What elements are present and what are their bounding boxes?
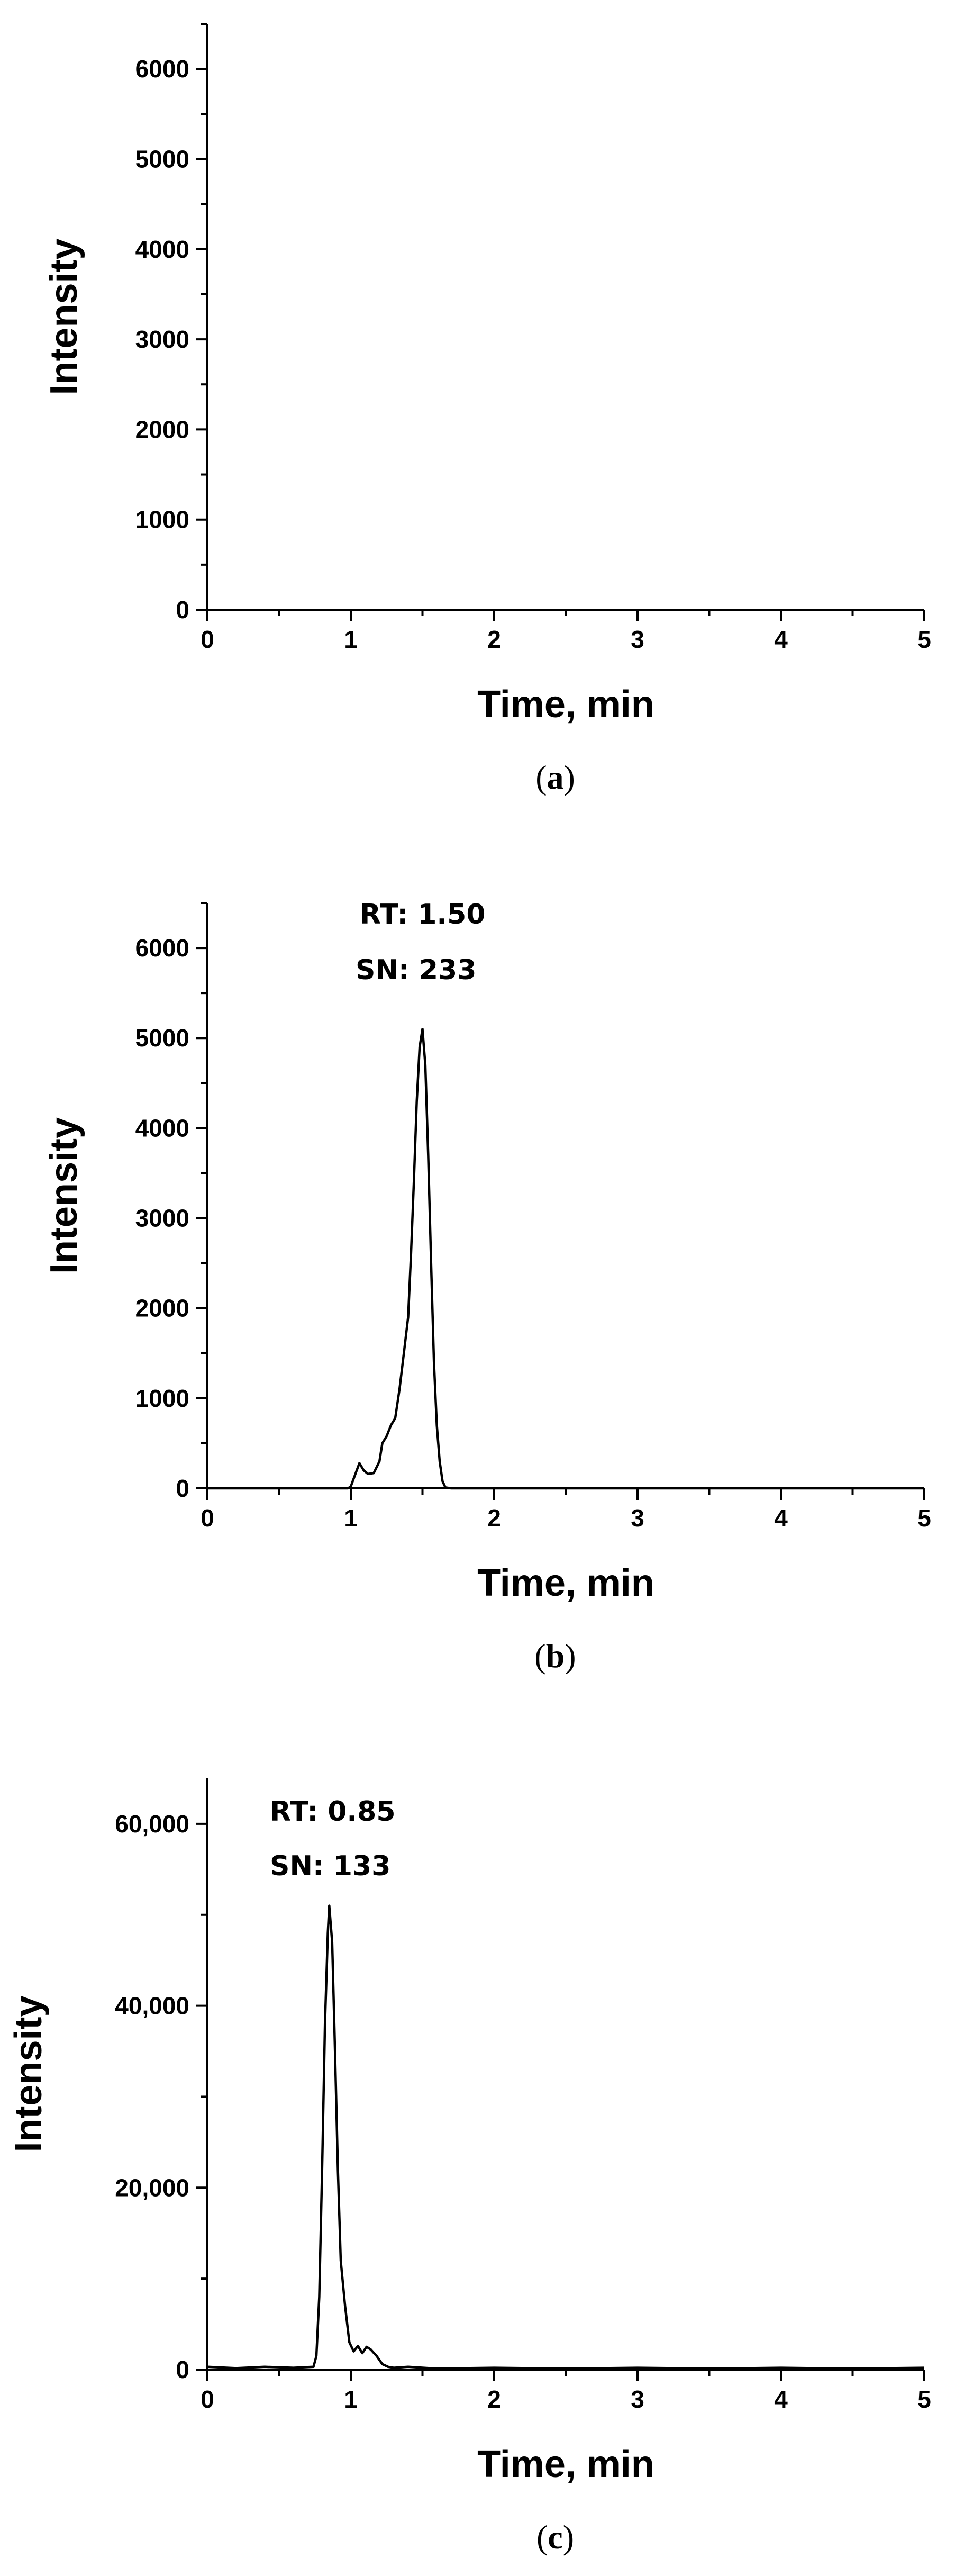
x-tick-label: 3 <box>631 626 644 653</box>
y-axis-title: Intensity <box>43 1117 85 1274</box>
peak-annotation: RT: 1.50 <box>360 899 486 930</box>
y-tick-label: 3000 <box>135 1205 189 1232</box>
peak-annotation: SN: 233 <box>356 954 476 986</box>
y-tick-label: 2000 <box>135 1295 189 1322</box>
x-tick-label: 4 <box>774 1504 788 1532</box>
x-tick-label: 0 <box>201 626 214 653</box>
y-tick-label: 6000 <box>135 55 189 83</box>
chart-panel-a: 0 1 2 3 4 5 0 1000 2000 3000 4000 5000 6000 Time, min… <box>43 23 931 796</box>
x-tick-label: 5 <box>917 2385 931 2413</box>
y-tick-label: 60,000 <box>115 1810 189 1838</box>
y-axis-title: Intensity <box>43 238 85 395</box>
x-tick-label: 4 <box>774 626 788 653</box>
x-tick-label: 1 <box>344 626 358 653</box>
x-tick-label: 0 <box>201 1504 214 1532</box>
x-tick-label: 2 <box>487 2385 501 2413</box>
x-tick-label: 5 <box>917 1504 931 1532</box>
y-tick-label: 4000 <box>135 236 189 263</box>
panel-caption: (c) <box>536 2518 574 2556</box>
x-axis-title: Time, min <box>477 2443 654 2485</box>
series-line <box>207 1904 925 2370</box>
x-tick-label: 5 <box>917 626 931 653</box>
x-tick-label: 1 <box>344 2385 358 2413</box>
x-tick-label: 3 <box>631 2385 644 2413</box>
chart-panel-c: 0 1 2 3 4 5 0 20,000 40,000 60,000 Time, min Intens… <box>7 1778 931 2556</box>
x-tick-label: 0 <box>201 2385 214 2413</box>
y-axis-title: Intensity <box>7 1995 50 2152</box>
y-tick-label: 4000 <box>135 1114 189 1142</box>
x-tick-label: 4 <box>774 2385 788 2413</box>
series-line <box>207 1027 924 1490</box>
x-tick-label: 1 <box>344 1504 358 1532</box>
y-tick-label: 0 <box>176 596 189 623</box>
y-tick-label: 5000 <box>135 1024 189 1052</box>
y-tick-label: 6000 <box>135 934 189 962</box>
x-tick-label: 2 <box>487 1504 501 1532</box>
peak-annotation: RT: 0.85 <box>270 1796 396 1828</box>
x-tick-label: 3 <box>631 1504 644 1532</box>
x-tick-label: 2 <box>487 626 501 653</box>
peak-annotation: SN: 133 <box>270 1850 390 1882</box>
panel-caption: (b) <box>534 1637 576 1675</box>
y-tick-label: 0 <box>176 2356 189 2383</box>
y-tick-label: 1000 <box>135 506 189 534</box>
y-tick-label: 20,000 <box>115 2174 189 2201</box>
y-tick-label: 1000 <box>135 1385 189 1412</box>
chart-panel-b: 0 1 2 3 4 5 0 1000 2000 3000 4000 5000 6000 Time, min… <box>43 899 931 1675</box>
x-axis-title: Time, min <box>477 1562 654 1604</box>
y-tick-label: 40,000 <box>115 1992 189 2020</box>
y-tick-label: 2000 <box>135 415 189 443</box>
panel-caption: (a) <box>535 758 575 796</box>
x-axis-title: Time, min <box>477 683 654 726</box>
y-tick-label: 0 <box>176 1475 189 1502</box>
y-tick-label: 3000 <box>135 326 189 353</box>
y-tick-label: 5000 <box>135 145 189 173</box>
